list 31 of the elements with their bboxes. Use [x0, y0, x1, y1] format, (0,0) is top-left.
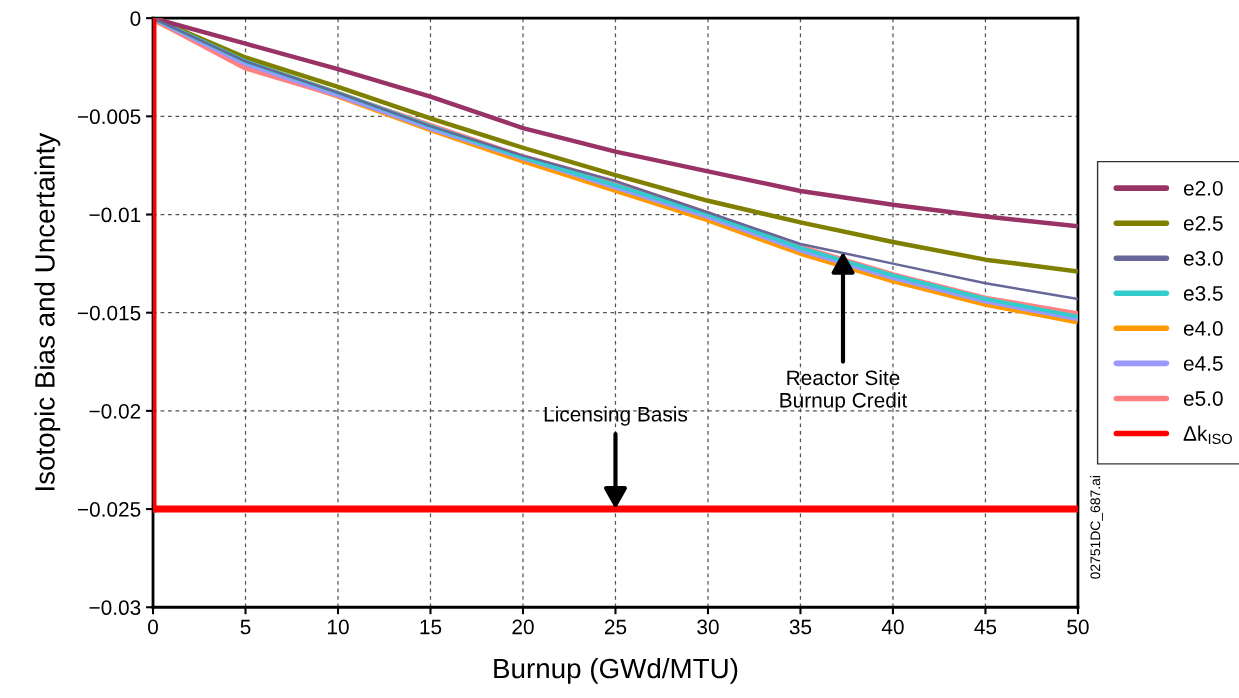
annotation: Reactor Site Burnup Credit [780, 369, 908, 412]
y-tick-label: −0.015 [77, 305, 141, 321]
legend-label: e5.0 [1183, 391, 1223, 406]
x-tick-label: 5 [240, 619, 251, 635]
x-tick-label: 40 [881, 619, 904, 635]
legend-label: e4.5 [1183, 356, 1223, 371]
y-tick-label: −0.03 [89, 600, 141, 616]
legend-label: e2.0 [1183, 180, 1223, 196]
legend-label: Δk$_{ISO}$ [1183, 425, 1232, 445]
y-tick-label: −0.025 [77, 502, 141, 517]
legend-label: e3.0 [1183, 250, 1223, 266]
annotation: Licensing Basis [544, 406, 688, 426]
x-tick-label: 45 [974, 619, 997, 635]
x-tick-label: 15 [420, 619, 442, 635]
x-tick-label: 30 [697, 619, 719, 635]
y-tick-label: −0.02 [89, 403, 141, 419]
x-tick-label: 0 [148, 619, 158, 635]
legend-label: e3.5 [1183, 286, 1223, 301]
x-tick-label: 25 [604, 619, 627, 635]
x-tick-label: 10 [328, 619, 349, 635]
x-tick-label: 35 [789, 619, 812, 635]
x-tick-label: 20 [512, 619, 534, 635]
y-axis-title: Isotopic Bias and Uncertainty [34, 132, 61, 491]
y-tick-label: 0 [130, 11, 141, 26]
y-tick-label: −0.01 [89, 207, 141, 223]
x-tick-label: 50 [1067, 619, 1089, 635]
legend-label: e4.0 [1183, 321, 1223, 336]
y-tick-label: −0.005 [77, 109, 141, 125]
text: 02751DC_687.ai [1090, 476, 1103, 579]
legend-label: e2.5 [1183, 215, 1223, 231]
x-axis-title: Burnup (GWd/MTU) [494, 657, 738, 684]
